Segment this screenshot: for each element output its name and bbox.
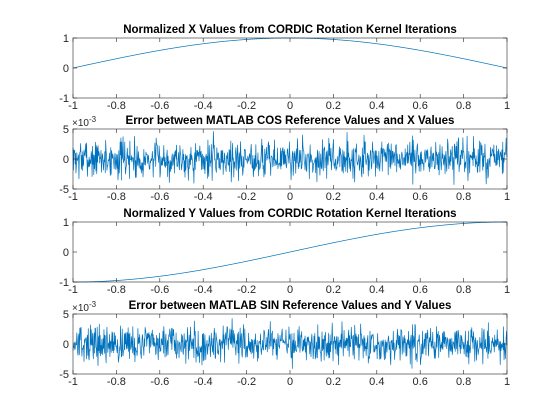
x-tick-label: -0.6 <box>150 284 169 296</box>
x-tick-label: 1 <box>504 376 510 388</box>
x-tick-label: 0.4 <box>369 376 384 388</box>
x-tick-label: -0.2 <box>237 191 256 203</box>
x-tick-label: 0.8 <box>456 191 471 203</box>
y-tick-label: -5 <box>59 369 69 381</box>
y-exponent-power: -3 <box>89 115 97 124</box>
y-tick-label: 0 <box>63 63 69 75</box>
x-tick-label: -0.6 <box>150 191 169 203</box>
x-tick-label: 0.2 <box>326 284 341 296</box>
x-tick-label: -0.4 <box>194 284 213 296</box>
x-tick-label: 0 <box>287 100 293 112</box>
y-tick-label: -5 <box>59 184 69 196</box>
y-tick-label: 0 <box>63 339 69 351</box>
x-tick-label: -0.6 <box>150 376 169 388</box>
x-tick-label: 0.8 <box>456 376 471 388</box>
subplot-title: Error between MATLAB SIN Reference Value… <box>129 300 452 312</box>
x-tick-label: -0.2 <box>237 100 256 112</box>
x-tick-label: 0.4 <box>369 191 384 203</box>
x-tick-label: -1 <box>68 100 78 112</box>
x-tick-label: 1 <box>504 100 510 112</box>
y-exponent-power: -3 <box>89 300 97 309</box>
x-tick-label: 0.2 <box>326 376 341 388</box>
subplot-sin-error: -1 -0.8 -0.6 -0.4 -0.2 0 0.2 0.4 0.6 0.8 1-505×10-… <box>59 300 510 388</box>
y-tick-label: 1 <box>63 217 69 229</box>
y-tick-label: 5 <box>63 309 69 321</box>
series-line <box>72 131 508 185</box>
x-tick-label: 0.6 <box>413 100 428 112</box>
x-tick-label: -0.4 <box>194 100 213 112</box>
x-tick-label: -0.4 <box>194 191 213 203</box>
x-tick-label: 0 <box>287 191 293 203</box>
x-tick-label: 0.2 <box>326 191 341 203</box>
x-tick-label: 0.4 <box>369 284 384 296</box>
x-tick-label: 0.2 <box>326 100 341 112</box>
x-tick-label: 0 <box>287 284 293 296</box>
x-tick-label: -0.2 <box>237 284 256 296</box>
subplot-cos-error: -1 -0.8 -0.6 -0.4 -0.2 0 0.2 0.4 0.6 0.8 1-505×10-… <box>59 115 510 203</box>
x-tick-label: -0.8 <box>107 284 126 296</box>
subplot-y-values: -1 -0.8 -0.6 -0.4 -0.2 0 0.2 0.4 0.6 0.8 1 -1 0 1 Norm… <box>59 208 510 296</box>
series-line <box>73 221 507 283</box>
x-tick-label: 0.8 <box>456 100 471 112</box>
subplot-title: Normalized Y Values from CORDIC Rotation… <box>123 208 456 220</box>
subplot-title: Error between MATLAB COS Reference Value… <box>126 115 455 127</box>
x-tick-label: 0.6 <box>413 284 428 296</box>
x-tick-label: -1 <box>68 191 78 203</box>
x-tick-label: -0.6 <box>150 100 169 112</box>
x-tick-label: -0.2 <box>237 376 256 388</box>
x-tick-label: 0 <box>287 376 293 388</box>
x-tick-label: 0.8 <box>456 284 471 296</box>
x-tick-label: -1 <box>68 376 78 388</box>
x-tick-label: -0.4 <box>194 376 213 388</box>
subplot-x-values: -1 -0.8 -0.6 -0.4 -0.2 0 0.2 0.4 0.6 0.8 1 -1 0 1 Norm… <box>59 24 510 112</box>
y-tick-label: 0 <box>63 247 69 259</box>
x-tick-label: -0.8 <box>107 100 126 112</box>
x-tick-label: 1 <box>504 284 510 296</box>
x-tick-label: 0.6 <box>413 191 428 203</box>
subplot-title: Normalized X Values from CORDIC Rotation… <box>123 24 457 36</box>
x-tick-label: 0.6 <box>413 376 428 388</box>
x-tick-label: 0.4 <box>369 100 384 112</box>
y-tick-label: 1 <box>63 33 69 45</box>
x-tick-label: -0.8 <box>107 376 126 388</box>
x-tick-label: -0.8 <box>107 191 126 203</box>
y-tick-label: -1 <box>59 93 69 105</box>
x-tick-label: 1 <box>504 191 510 203</box>
y-tick-label: 0 <box>63 154 69 166</box>
series-line <box>72 318 508 369</box>
y-tick-label: -1 <box>59 277 69 289</box>
y-tick-label: 5 <box>63 124 69 136</box>
x-tick-label: -1 <box>68 284 78 296</box>
